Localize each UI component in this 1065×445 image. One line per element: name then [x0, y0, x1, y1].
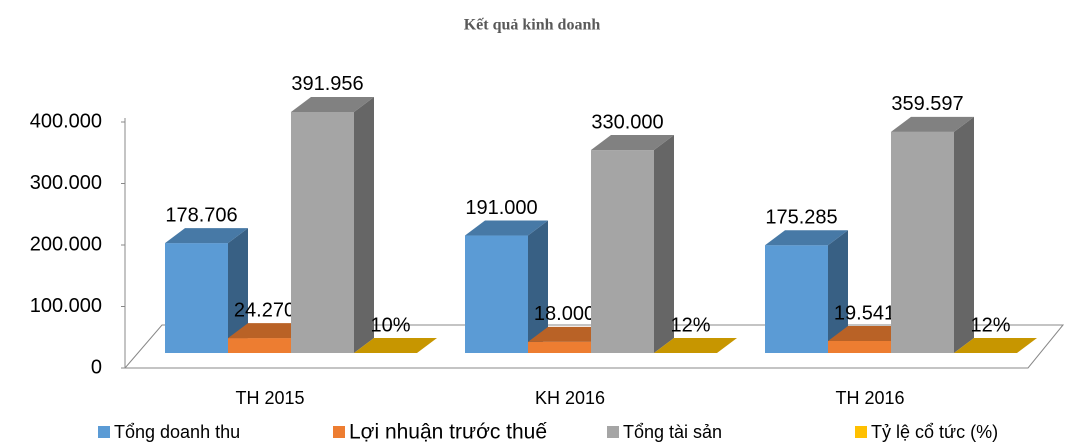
bar-top: [891, 116, 974, 132]
bar-top: [765, 230, 848, 246]
data-label: 191.000: [465, 197, 537, 219]
legend-label: Tỷ lệ cổ tức (%): [871, 422, 998, 442]
bar: [528, 341, 591, 353]
data-label: 330.000: [591, 111, 663, 133]
bar-top: [828, 325, 911, 341]
legend-swatch: [333, 426, 345, 438]
legend-label: Lợi nhuận trước thuế: [349, 421, 547, 444]
bar: [891, 131, 954, 353]
bar-top: [954, 337, 1037, 353]
bar: [828, 340, 891, 353]
legend-label: Tổng tài sản: [623, 422, 722, 442]
data-label: 178.706: [165, 204, 237, 226]
x-tick-label: TH 2016: [835, 388, 904, 408]
legend-label: Tổng doanh thu: [114, 422, 240, 442]
bar-top: [654, 337, 737, 353]
bar: [165, 243, 228, 353]
bar-top: [528, 326, 611, 342]
data-label: 10%: [370, 314, 410, 336]
bar: [228, 338, 291, 353]
chart-title: Kết quả kinh doanh: [464, 17, 601, 34]
bar-top: [291, 96, 374, 112]
x-tick-label: KH 2016: [535, 388, 605, 408]
bar: [765, 245, 828, 353]
data-label: 18.000: [534, 303, 595, 325]
bar: [591, 150, 654, 353]
bar-side: [1017, 337, 1037, 353]
bar-top: [591, 135, 674, 151]
legend-swatch: [607, 426, 619, 438]
bar-side: [954, 116, 974, 354]
bar: [465, 235, 528, 353]
legend-swatch: [98, 426, 110, 438]
data-label: 12%: [970, 314, 1010, 336]
bar-top: [165, 228, 248, 244]
legend-swatch: [855, 426, 867, 438]
y-tick-label: 200.000: [30, 233, 102, 255]
x-tick-label: TH 2015: [235, 388, 304, 408]
data-label: 175.285: [765, 206, 837, 228]
bar-side: [717, 337, 737, 353]
bar-side: [654, 135, 674, 353]
bar-side: [354, 96, 374, 354]
y-tick-label: 300.000: [30, 172, 102, 194]
bar-side: [228, 228, 248, 353]
bar-top: [465, 220, 548, 236]
data-label: 359.597: [891, 93, 963, 115]
data-label: 12%: [670, 314, 710, 336]
bar-side: [828, 230, 848, 353]
y-tick-label: 0: [91, 356, 102, 378]
data-label: 391.956: [291, 73, 363, 95]
bar: [291, 111, 354, 354]
data-label: 19.541: [834, 302, 895, 324]
bar-side: [528, 220, 548, 353]
bar-top: [354, 337, 437, 353]
bar-side: [417, 337, 437, 353]
y-tick-label: 100.000: [30, 295, 102, 317]
data-label: 24.270: [234, 299, 295, 321]
bar-top: [228, 323, 311, 339]
y-tick-label: 400.000: [30, 110, 102, 132]
